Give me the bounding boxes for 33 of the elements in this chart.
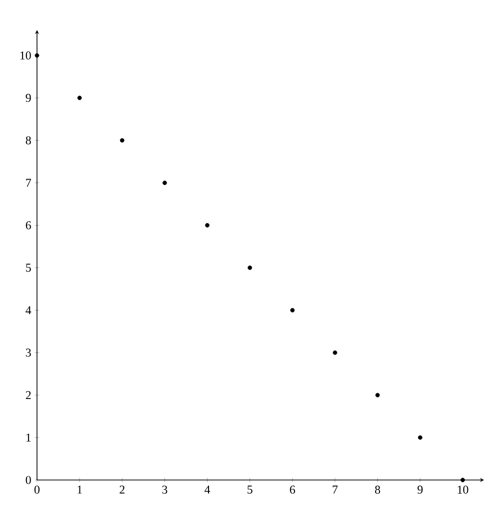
y-tick-label: 7 — [26, 178, 31, 187]
y-tick-label: 3 — [26, 348, 31, 357]
x-tick-label: 6 — [290, 486, 296, 494]
y-tick-label: 2 — [26, 391, 31, 400]
point — [120, 138, 124, 143]
point — [332, 350, 338, 355]
y-tick-label: 4 — [26, 306, 32, 314]
y-tick-label: 6 — [26, 221, 31, 230]
x-tick-label: 8 — [375, 486, 380, 494]
point — [77, 96, 82, 100]
y-tick-label: 5 — [26, 264, 31, 272]
point — [34, 53, 40, 58]
point — [375, 392, 380, 398]
x-tick-label: 9 — [418, 486, 423, 494]
point — [162, 180, 167, 186]
x-tick-label: 5 — [248, 486, 252, 494]
point — [290, 308, 295, 312]
point — [460, 478, 465, 482]
y-tick-label: 10 — [20, 51, 31, 60]
x-tick-label: 10 — [458, 486, 468, 494]
x-tick-label: 0 — [34, 486, 40, 494]
point — [418, 435, 422, 440]
y-tick-label: 8 — [26, 136, 31, 144]
y-tick-label: 1 — [26, 434, 31, 442]
point — [248, 266, 252, 270]
x-tick-label: 2 — [120, 486, 124, 494]
x-tick-label: 7 — [332, 486, 338, 494]
x-tick-label: 3 — [162, 486, 168, 494]
x-tick-label: 1 — [78, 486, 82, 494]
y-tick-label: 9 — [26, 94, 31, 102]
y-tick-label: 0 — [26, 476, 31, 484]
point — [205, 223, 210, 228]
x-tick-label: 4 — [204, 486, 210, 494]
